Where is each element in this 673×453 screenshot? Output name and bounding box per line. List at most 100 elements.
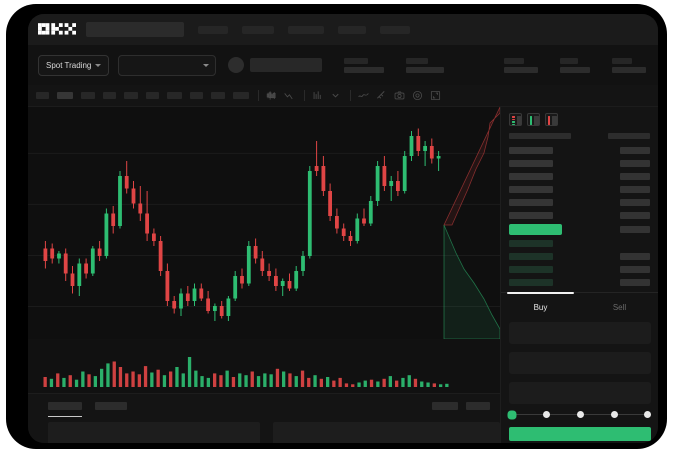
toolbar-divider [304,90,305,101]
timeframe-button[interactable] [124,92,138,99]
timeframe-button[interactable] [81,92,95,99]
pair-stats-bar: Spot Trading [28,45,658,85]
app-screen: Spot Trading [28,14,658,443]
candlestick-series [28,128,500,321]
order-panel: Buy Sell [500,107,658,443]
stat-group-3 [504,57,539,73]
nav-item-2[interactable] [242,25,274,34]
orderbook-row-last-price[interactable] [509,222,650,237]
timeframe-button[interactable] [190,92,203,99]
nav-item-5[interactable] [380,25,410,34]
timeframe-button-active[interactable] [57,92,73,99]
nav-item-3[interactable] [288,25,324,34]
timeframe-button[interactable] [167,92,182,99]
slider-step-100[interactable] [644,411,651,418]
chevron-down-icon [95,63,102,67]
camera-icon[interactable] [394,90,405,101]
stat-label [344,57,369,64]
slider-step-50[interactable] [577,411,584,418]
okx-logo[interactable] [38,23,76,36]
buy-sell-tabs: Buy Sell [501,292,658,322]
stat-label [406,57,429,64]
orderbook-row-ask[interactable] [509,170,650,183]
stat-group-1 [344,57,385,73]
stat-value [560,66,591,73]
price-field[interactable] [509,322,651,344]
orderbook-mode-asks[interactable] [545,113,558,126]
tab-sell[interactable]: Sell [612,303,627,312]
trend-line-icon[interactable] [358,90,369,101]
volume-histogram[interactable] [28,339,500,393]
orders-tab-history[interactable] [95,402,127,410]
chevron-down-icon[interactable] [330,90,341,101]
submit-order-button[interactable] [509,427,651,441]
orderbook-view-modes [501,107,658,130]
orderbook-col-price [509,133,571,139]
orderbook-row-ask[interactable] [509,209,650,222]
orderbook-row-bid[interactable] [509,237,650,250]
orderbook-mode-bids[interactable] [527,113,540,126]
measure-icon[interactable] [376,90,387,101]
coin-icon [228,57,245,73]
orders-action-2[interactable] [466,402,490,410]
orderbook-mode-both[interactable] [509,113,522,126]
orders-content [48,422,500,443]
chart-toolbar [28,85,658,107]
device-bezel: Spot Trading [6,4,667,449]
slider-step-25[interactable] [543,411,550,418]
tab-buy[interactable]: Buy [501,292,580,322]
timeframe-button[interactable] [233,92,249,99]
timeframe-button[interactable] [36,92,49,99]
stat-group-2 [406,57,445,73]
stat-label [612,57,633,64]
orders-action-1[interactable] [432,402,458,410]
indicator-icon[interactable] [312,90,323,101]
stat-value [612,66,647,73]
settings-icon[interactable] [412,90,423,101]
amount-field[interactable] [509,352,651,374]
volume-series [43,357,449,387]
orderbook-col-amount [608,133,650,139]
slider-handle-0[interactable] [509,411,515,418]
orders-block-1[interactable] [48,422,260,443]
candlestick-chart[interactable] [28,107,500,339]
total-field[interactable] [509,382,651,404]
top-navigation-bar [28,14,658,45]
orders-panel [28,393,500,443]
slider-step-75[interactable] [611,411,618,418]
trading-pair-selector[interactable] [118,54,217,76]
timeframe-button[interactable] [211,92,225,99]
amount-percent-slider[interactable] [509,409,651,421]
timeframe-button[interactable] [146,92,159,99]
orders-block-2[interactable] [272,422,500,443]
orderbook-row-ask[interactable] [509,196,650,209]
stat-value [406,66,445,73]
nav-item-4[interactable] [338,25,366,34]
nav-item-1[interactable] [198,25,228,34]
orderbook-row-bid[interactable] [509,250,650,263]
orderbook-row-bid[interactable] [509,276,650,289]
orderbook-row-ask[interactable] [509,144,650,157]
toolbar-divider [258,90,259,101]
pair-name [250,58,323,72]
stat-label [560,57,579,64]
spot-trading-label: Spot Trading [46,60,92,70]
orderbook-row-bid[interactable] [509,263,650,276]
search-input[interactable] [86,22,184,37]
spot-trading-selector[interactable]: Spot Trading [38,54,110,76]
candlestick-chart-icon[interactable] [266,90,277,101]
orderbook-list[interactable] [501,130,658,289]
chevron-down-icon [203,63,210,67]
line-chart-icon[interactable] [284,90,295,101]
fullscreen-icon[interactable] [430,90,441,101]
orderbook-row-ask[interactable] [509,157,650,170]
timeframe-button[interactable] [103,92,116,99]
stat-group-5 [612,57,647,73]
orderbook-row-ask[interactable] [509,183,650,196]
orders-tab-open[interactable] [48,402,82,417]
stat-value [504,66,539,73]
stat-label [504,57,525,64]
stat-value [344,66,385,73]
stat-group-4 [560,57,591,73]
